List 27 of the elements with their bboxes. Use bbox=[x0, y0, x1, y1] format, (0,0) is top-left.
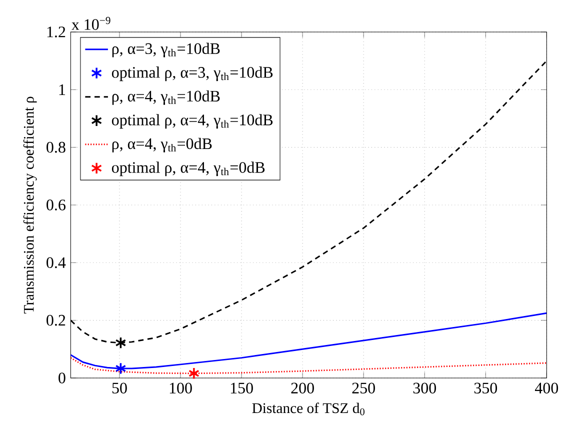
legend-label: optimal ρ, α=3, γ$_{th}$=10dB bbox=[112, 66, 273, 82]
y-tick-label: 0.2 bbox=[46, 314, 66, 326]
x-tick-label: 250 bbox=[352, 382, 375, 394]
legend-label: ρ, α=4, γ$_{th}$=10dB bbox=[112, 90, 220, 105]
x-tick-label: 200 bbox=[291, 382, 314, 394]
y-tick-label: 0 bbox=[58, 372, 66, 384]
x-tick-label: 50 bbox=[112, 382, 127, 394]
legend-label: ρ, α=4, γ$_{th}$=0dB bbox=[112, 138, 212, 152]
legend-label: optimal ρ, α=4, γ$_{th}$=0dB bbox=[112, 162, 265, 176]
y-axis-title: Transmission efficiency coefficient ρ bbox=[23, 96, 37, 314]
point bbox=[188, 367, 200, 380]
x-tick-label: 150 bbox=[230, 382, 253, 394]
x-tick-label: 100 bbox=[170, 382, 192, 394]
point bbox=[115, 336, 126, 350]
x-tick-label: 400 bbox=[534, 382, 558, 394]
y-tick-label: 0.6 bbox=[46, 200, 66, 210]
x-tick-label: 350 bbox=[474, 382, 498, 394]
legend-label: optimal ρ, α=4, γ$_{th}$=10dB bbox=[112, 114, 273, 129]
y-tick-label: 0.4 bbox=[46, 257, 66, 268]
x-axis-title: Distance of TSZ d$_{0}$ bbox=[252, 402, 364, 416]
y-tick-label: 1 bbox=[59, 84, 66, 95]
point bbox=[115, 362, 126, 375]
y-tick-label: 1.2 bbox=[47, 26, 66, 38]
x-tick-label: 300 bbox=[413, 382, 436, 394]
text: x 10$^{−9}$ bbox=[72, 16, 110, 30]
legend-label: ρ, α=3, γ$_{th}$=10dB bbox=[112, 42, 220, 58]
y-tick-label: 0.8 bbox=[46, 142, 66, 153]
